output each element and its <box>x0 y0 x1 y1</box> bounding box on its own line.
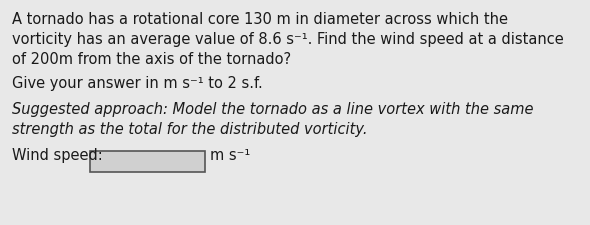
Text: A tornado has a rotational core 130 m in diameter across which the: A tornado has a rotational core 130 m in… <box>12 12 508 27</box>
Text: of 200m from the axis of the tornado?: of 200m from the axis of the tornado? <box>12 52 291 67</box>
FancyBboxPatch shape <box>90 151 205 172</box>
Text: m s⁻¹: m s⁻¹ <box>210 148 250 163</box>
Text: vorticity has an average value of 8.6 s⁻¹. Find the wind speed at a distance: vorticity has an average value of 8.6 s⁻… <box>12 32 564 47</box>
Text: strength as the total for the distributed vorticity.: strength as the total for the distribute… <box>12 122 368 137</box>
Text: Suggested approach: Model the tornado as a line vortex with the same: Suggested approach: Model the tornado as… <box>12 102 533 117</box>
Text: Wind speed:: Wind speed: <box>12 148 103 163</box>
Text: Give your answer in m s⁻¹ to 2 s.f.: Give your answer in m s⁻¹ to 2 s.f. <box>12 76 263 91</box>
